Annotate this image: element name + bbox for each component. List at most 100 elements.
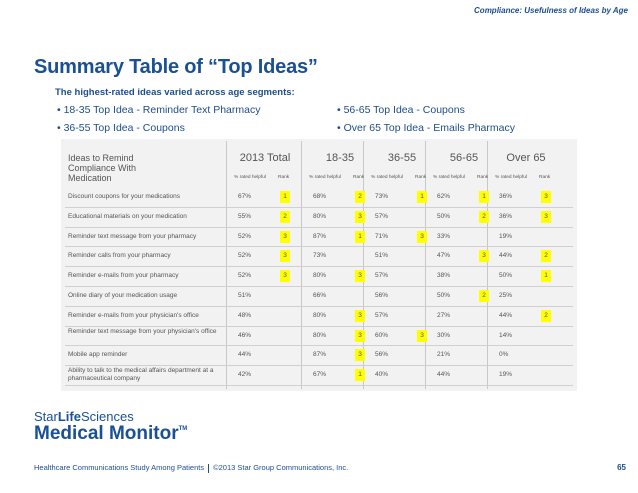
- table-cell-percent: 19%: [499, 371, 513, 379]
- table-cell-percent: 50%: [499, 272, 513, 280]
- table-cell-rank: 3: [355, 270, 365, 283]
- table-cell-percent: 80%: [313, 311, 327, 319]
- table-cell-rank: 3: [355, 309, 365, 322]
- table-cell-percent: 66%: [313, 292, 327, 299]
- table-cell-percent: 67%: [313, 371, 327, 379]
- table-cell-percent: 57%: [375, 272, 389, 280]
- table-cell-rank: 3: [479, 250, 489, 263]
- table-cell-percent: 60%: [375, 331, 389, 339]
- bullet-item: • Over 65 Top Idea - Emails Pharmacy: [337, 122, 515, 134]
- table-cell-percent: 46%: [238, 331, 252, 339]
- table-cell-rank: 3: [541, 191, 551, 203]
- table-subheader: % rated helpful: [234, 175, 266, 180]
- table-cell-percent: 67%: [238, 193, 252, 200]
- table-row-label: Ability to talk to the medical affairs d…: [68, 367, 214, 383]
- table-cell-percent: 51%: [238, 292, 252, 299]
- table-cell-rank: 2: [280, 210, 290, 223]
- bullet-item: • 36-55 Top Idea - Coupons: [57, 122, 185, 134]
- table-group-header: Over 65: [506, 152, 546, 164]
- bullet-item: • 18-35 Top Idea - Reminder Text Pharmac…: [57, 104, 261, 116]
- table-cell-percent: 87%: [313, 232, 327, 240]
- table-cell-percent: 55%: [238, 212, 252, 220]
- table-cell-percent: 52%: [238, 232, 252, 240]
- table-cell-percent: 80%: [313, 272, 327, 280]
- table-cell-rank: 3: [355, 349, 365, 362]
- table-cell-percent: 56%: [375, 351, 389, 359]
- table-cell-rank: 3: [280, 250, 290, 263]
- table-cell-percent: 73%: [375, 193, 389, 200]
- table-cell-percent: 38%: [437, 272, 451, 280]
- table-row-label: Reminder text message from your physicia…: [68, 327, 217, 335]
- page-number: 65: [617, 463, 626, 472]
- footer: Healthcare Communications Study Among Pa…: [34, 463, 349, 473]
- summary-table: Ideas to Remind Compliance With Medicati…: [61, 139, 577, 391]
- table-cell-rank: 2: [479, 210, 489, 223]
- page-title: Summary Table of “Top Ideas”: [34, 56, 318, 78]
- table-subheader: % rated helpful: [371, 175, 403, 180]
- table-cell-rank: 1: [479, 191, 489, 203]
- table-cell-percent: 44%: [499, 311, 513, 319]
- table-cell-percent: 51%: [375, 252, 389, 260]
- table-cell-percent: 40%: [375, 371, 389, 379]
- table-cell-rank: 3: [417, 329, 427, 342]
- subtitle: The highest-rated ideas varied across ag…: [55, 87, 295, 98]
- table-row-header: Ideas to Remind Compliance With Medicati…: [68, 153, 137, 183]
- table-cell-rank: 1: [355, 369, 365, 382]
- table-cell-percent: 44%: [437, 371, 451, 379]
- table-cell-percent: 57%: [375, 212, 389, 220]
- table-cell-rank: 1: [280, 191, 290, 203]
- table-cell-percent: 36%: [499, 212, 513, 220]
- table-cell-percent: 33%: [437, 232, 451, 240]
- table-row-label: Discount coupons for your medications: [68, 193, 181, 200]
- table-subheader: Rank: [278, 175, 290, 180]
- table-row-label: Reminder e-mails from your pharmacy: [68, 272, 179, 280]
- table-cell-percent: 52%: [238, 252, 252, 260]
- table-cell-percent: 68%: [313, 193, 327, 200]
- table-cell-percent: 62%: [437, 193, 451, 200]
- table-cell-percent: 27%: [437, 311, 451, 319]
- table-row-label: Mobile app reminder: [68, 351, 128, 359]
- table-cell-rank: 3: [280, 270, 290, 283]
- table-cell-percent: 57%: [375, 311, 389, 319]
- table-cell-percent: 52%: [238, 272, 252, 280]
- table-cell-percent: 80%: [313, 331, 327, 339]
- table-cell-rank: 3: [355, 329, 365, 342]
- table-cell-rank: 2: [355, 191, 365, 203]
- table-row-label: Reminder e-mails from your physician's o…: [68, 311, 199, 319]
- table-cell-percent: 50%: [437, 292, 451, 299]
- table-cell-percent: 73%: [313, 252, 327, 260]
- table-cell-percent: 48%: [238, 311, 252, 319]
- table-cell-rank: 3: [541, 210, 551, 223]
- table-cell-rank: 2: [479, 290, 489, 302]
- table-cell-rank: 3: [417, 230, 427, 243]
- table-subheader: Rank: [415, 175, 427, 180]
- table-cell-rank: 2: [541, 309, 551, 322]
- table-cell-percent: 36%: [499, 193, 513, 200]
- bullet-item: • 56-65 Top Idea - Coupons: [337, 104, 465, 116]
- table-cell-rank: 3: [355, 210, 365, 223]
- table-group-header: 18-35: [325, 152, 355, 164]
- table-cell-percent: 19%: [499, 232, 513, 240]
- table-group-header: 56-65: [449, 152, 479, 164]
- table-cell-percent: 44%: [499, 252, 513, 260]
- table-cell-rank: 2: [541, 250, 551, 263]
- table-cell-percent: 0%: [499, 351, 509, 359]
- table-cell-percent: 21%: [437, 351, 451, 359]
- table-cell-percent: 50%: [437, 212, 451, 220]
- table-subheader: Rank: [353, 175, 365, 180]
- table-cell-percent: 44%: [238, 351, 252, 359]
- table-cell-percent: 71%: [375, 232, 389, 240]
- table-cell-rank: 3: [280, 230, 290, 243]
- brand-logo: Medical MonitorTM: [34, 423, 188, 444]
- table-cell-percent: 56%: [375, 292, 389, 299]
- table-cell-percent: 80%: [313, 212, 327, 220]
- table-cell-percent: 14%: [499, 331, 513, 339]
- table-subheader: Rank: [539, 175, 551, 180]
- table-cell-percent: 87%: [313, 351, 327, 359]
- table-cell-percent: 25%: [499, 292, 513, 299]
- table-subheader: % rated helpful: [495, 175, 527, 180]
- table-group-header: 36-55: [387, 152, 417, 164]
- table-cell-percent: 42%: [238, 371, 252, 379]
- table-subheader: Rank: [477, 175, 489, 180]
- table-cell-rank: 1: [541, 270, 551, 283]
